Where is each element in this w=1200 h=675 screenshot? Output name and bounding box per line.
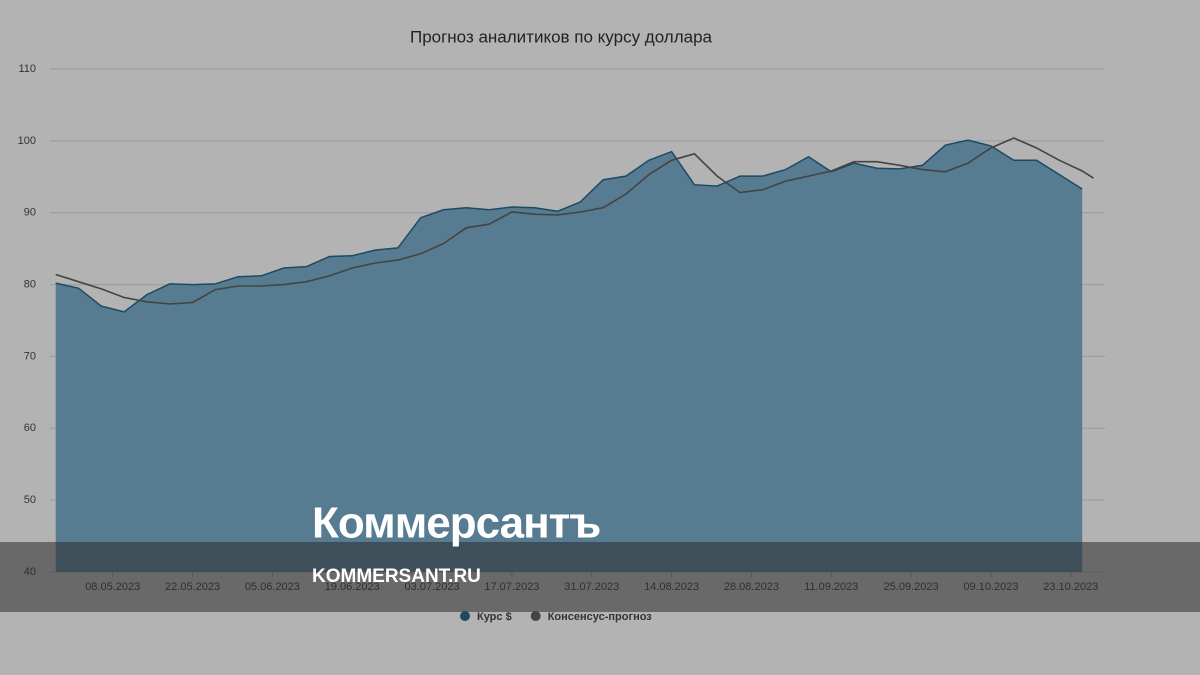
watermark-site: KOMMERSANT.RU (312, 566, 481, 587)
y-tick-label: 80 (24, 278, 36, 290)
y-tick-label: 60 (24, 422, 36, 434)
legend-marker (460, 611, 470, 621)
legend-label: Курс $ (477, 611, 512, 623)
series-line (55, 137, 1095, 305)
area-fill (55, 140, 1083, 572)
watermark-brand: Коммерсантъ (312, 499, 600, 548)
legend-label: Консенсус-прогноз (548, 611, 653, 623)
y-tick-label: 110 (18, 63, 36, 75)
chart-title: Прогноз аналитиков по курсу доллара (410, 27, 713, 46)
legend-marker (530, 611, 541, 621)
y-tick-label: 100 (18, 135, 36, 147)
y-tick-label: 90 (24, 207, 36, 219)
watermark-band (0, 542, 1200, 612)
y-tick-label: 50 (24, 494, 36, 506)
y-tick-label: 70 (24, 350, 36, 362)
